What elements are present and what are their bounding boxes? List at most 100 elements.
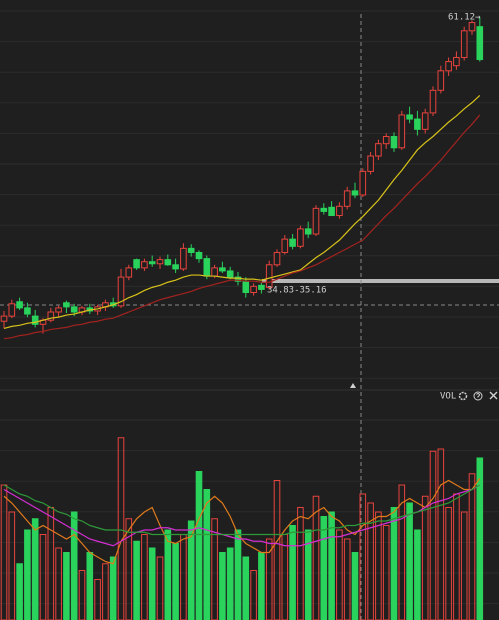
- candle-body: [421, 112, 429, 130]
- candle-body: [429, 89, 437, 114]
- volume-bar: [390, 507, 398, 620]
- volume-bar: [164, 529, 172, 620]
- moving-average-line: [3, 114, 481, 340]
- candle-body: [304, 228, 312, 235]
- volume-bar: [63, 552, 70, 620]
- candle-body: [398, 114, 406, 149]
- volume-bar: [8, 511, 16, 620]
- volume-bar: [242, 556, 250, 620]
- candle-body: [70, 306, 78, 313]
- candle-body: [273, 251, 281, 266]
- volume-bar: [39, 534, 47, 620]
- volume-bar: [102, 563, 109, 620]
- candle-body: [367, 155, 374, 172]
- volume-bar: [343, 538, 351, 620]
- settings-icon[interactable]: [458, 391, 468, 401]
- volume-bar: [460, 511, 468, 620]
- volume-bar: [195, 471, 203, 620]
- volume-bar: [172, 543, 179, 620]
- volume-bar: [94, 579, 101, 620]
- candle-body: [125, 267, 133, 278]
- volume-bar: [351, 552, 359, 620]
- candle-body: [16, 301, 23, 309]
- candle-body: [226, 270, 234, 278]
- candle-body: [156, 259, 164, 265]
- volume-bar: [414, 529, 421, 620]
- volume-bar: [24, 529, 31, 620]
- candle-body: [180, 247, 187, 270]
- close-icon[interactable]: [489, 391, 498, 400]
- volume-bar: [250, 570, 257, 620]
- volume-bar: [468, 473, 476, 620]
- volume-bar: [148, 547, 156, 620]
- volume-bar: [336, 529, 343, 620]
- candle-body: [351, 190, 359, 196]
- candle-body: [148, 261, 156, 265]
- candle-body: [133, 259, 140, 269]
- candle-body: [172, 264, 179, 270]
- candle-body: [55, 307, 62, 313]
- candle-body: [31, 315, 39, 325]
- volume-bar: [141, 534, 148, 620]
- volume-bar: [304, 529, 312, 620]
- volume-bar: [133, 540, 140, 620]
- candle-body: [219, 267, 226, 272]
- candle-body: [453, 56, 460, 67]
- candle-body: [47, 311, 55, 321]
- candle-body: [117, 276, 125, 307]
- volume-bar: [187, 520, 195, 620]
- candle-body: [0, 315, 8, 322]
- candle-body: [203, 258, 211, 277]
- candle-body: [63, 302, 70, 308]
- candle-body: [468, 22, 476, 32]
- candle-body: [187, 247, 195, 253]
- volume-bar: [273, 480, 281, 620]
- volume-bar: [382, 525, 390, 620]
- help-icon[interactable]: [473, 391, 483, 401]
- candle-body: [211, 267, 218, 277]
- volume-bar: [445, 507, 452, 620]
- volume-bar: [359, 493, 367, 620]
- volume-bar: [312, 495, 320, 620]
- volume-bar: [375, 511, 382, 620]
- volume-bar: [421, 495, 429, 620]
- candle-body: [164, 259, 172, 266]
- volume-bar: [234, 529, 242, 620]
- volume-bar: [406, 502, 413, 620]
- candle-body: [414, 118, 421, 130]
- range-label: 34.83-35.16: [267, 286, 327, 296]
- candle-body: [312, 207, 320, 235]
- volume-bar: [16, 563, 23, 620]
- volume-bar: [320, 516, 328, 620]
- volume-bar: [55, 547, 62, 620]
- volume-bar: [125, 518, 133, 620]
- volume-bar: [289, 525, 296, 620]
- candle-body: [242, 280, 250, 294]
- candle-body: [24, 307, 31, 315]
- volume-bar: [265, 538, 273, 620]
- volume-bar: [211, 518, 218, 620]
- volume-bar: [219, 552, 226, 620]
- moving-average-line: [3, 95, 481, 330]
- volume-bar: [226, 547, 234, 620]
- volume-bar: [367, 502, 374, 620]
- high-label: 61.12→: [448, 13, 481, 23]
- volume-bar: [86, 552, 94, 620]
- volume-bar: [429, 450, 437, 620]
- candle-body: [8, 303, 16, 317]
- candle-body: [265, 264, 273, 288]
- candle-body: [250, 285, 257, 293]
- volume-bar: [297, 507, 304, 620]
- candle-body: [141, 261, 148, 269]
- volume-bar: [70, 511, 78, 620]
- volume-bar: [109, 556, 117, 620]
- volume-bar: [203, 489, 211, 620]
- candle-body: [382, 136, 390, 145]
- price-band: [262, 279, 499, 283]
- candle-body: [375, 143, 382, 157]
- candle-body: [437, 70, 445, 91]
- volume-bar: [156, 556, 164, 620]
- candle-body: [343, 190, 351, 207]
